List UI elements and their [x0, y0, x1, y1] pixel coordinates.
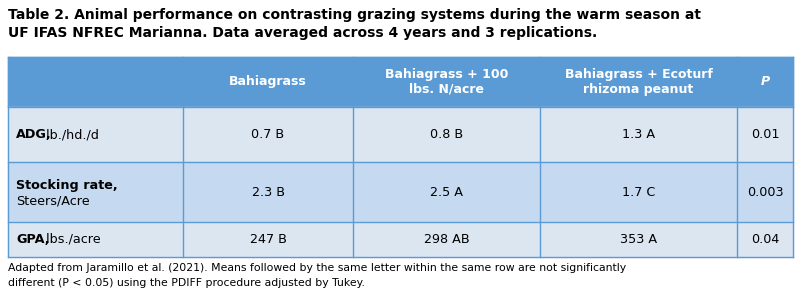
- Text: Adapted from Jaramillo et al. (2021). Means followed by the same letter within t: Adapted from Jaramillo et al. (2021). Me…: [8, 263, 626, 273]
- Text: 2.5 A: 2.5 A: [430, 185, 463, 198]
- Text: 247 B: 247 B: [250, 233, 286, 246]
- Text: Bahiagrass + Ecoturf
rhizoma peanut: Bahiagrass + Ecoturf rhizoma peanut: [565, 68, 713, 96]
- Text: 0.8 B: 0.8 B: [430, 128, 463, 141]
- Text: UF IFAS NFREC Marianna. Data averaged across 4 years and 3 replications.: UF IFAS NFREC Marianna. Data averaged ac…: [8, 26, 598, 40]
- Text: GPA,: GPA,: [16, 233, 50, 246]
- Text: 0.7 B: 0.7 B: [251, 128, 285, 141]
- Text: P: P: [761, 75, 770, 88]
- Text: ADG,: ADG,: [16, 128, 52, 141]
- Bar: [8, 162, 793, 222]
- Text: 2.3 B: 2.3 B: [251, 185, 285, 198]
- Text: Steers/Acre: Steers/Acre: [16, 195, 90, 208]
- Text: 0.003: 0.003: [746, 185, 783, 198]
- Text: different (P < 0.05) using the PDIFF procedure adjusted by Tukey.: different (P < 0.05) using the PDIFF pro…: [8, 278, 365, 288]
- Text: lb./hd./d: lb./hd./d: [42, 128, 99, 141]
- Text: lbs./acre: lbs./acre: [42, 233, 101, 246]
- Text: Bahiagrass: Bahiagrass: [229, 75, 307, 88]
- Bar: [8, 107, 793, 162]
- Text: Table 2. Animal performance on contrasting grazing systems during the warm seaso: Table 2. Animal performance on contrasti…: [8, 8, 701, 22]
- Text: 1.3 A: 1.3 A: [622, 128, 655, 141]
- Text: 298 AB: 298 AB: [424, 233, 470, 246]
- Text: 0.04: 0.04: [751, 233, 779, 246]
- Text: 353 A: 353 A: [620, 233, 657, 246]
- Text: Bahiagrass + 100
lbs. N/acre: Bahiagrass + 100 lbs. N/acre: [385, 68, 508, 96]
- Bar: [8, 57, 793, 107]
- Text: 0.01: 0.01: [750, 128, 779, 141]
- Bar: [8, 222, 793, 257]
- Text: Stocking rate,: Stocking rate,: [16, 179, 118, 192]
- Text: 1.7 C: 1.7 C: [622, 185, 655, 198]
